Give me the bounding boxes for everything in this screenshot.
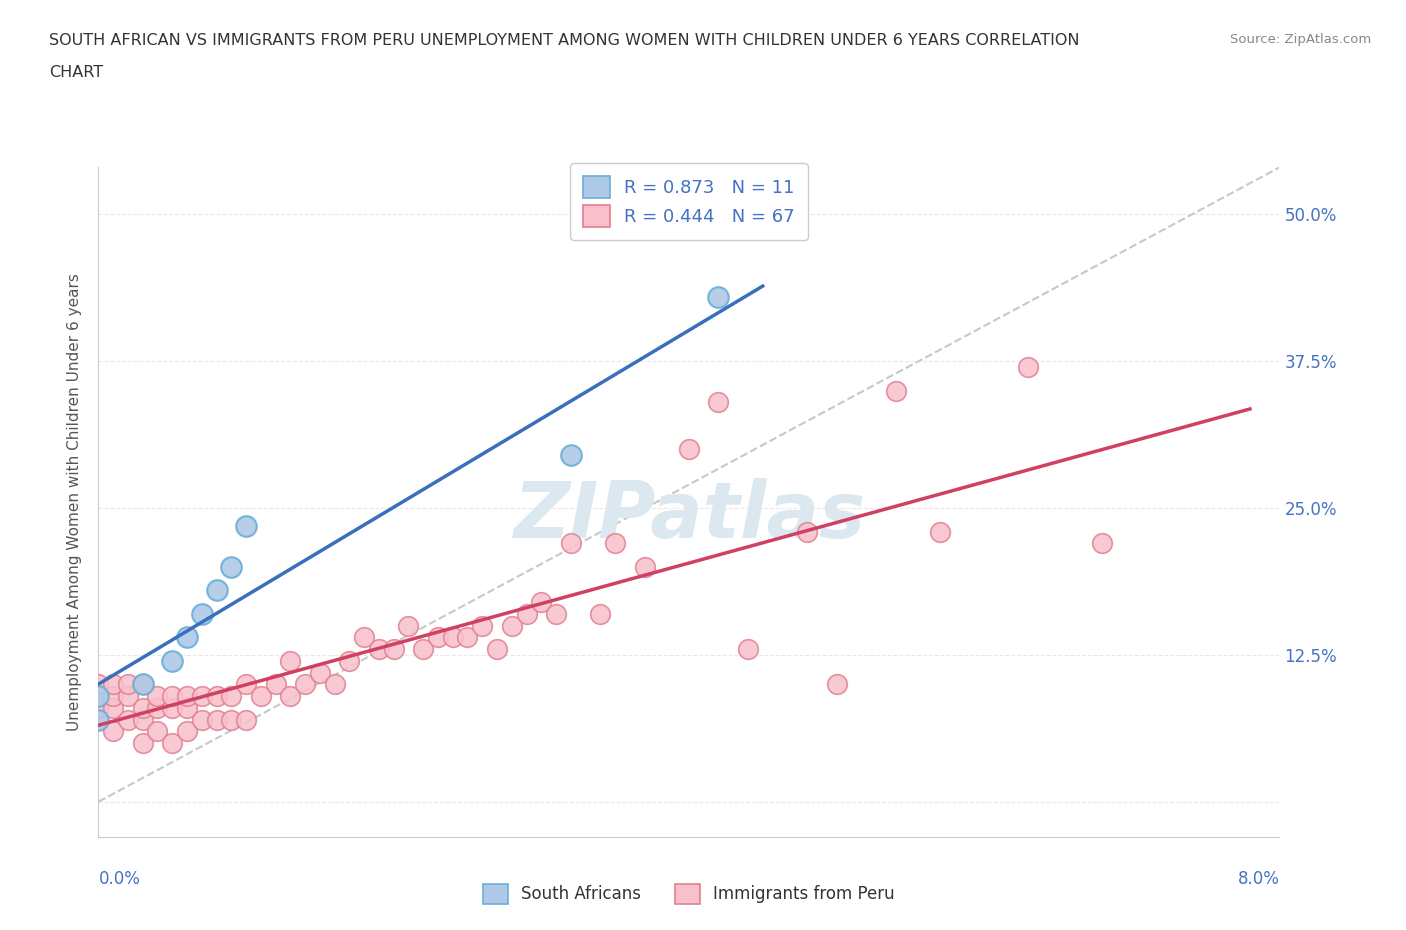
Point	[176, 724, 198, 738]
Text: Source: ZipAtlas.com: Source: ZipAtlas.com	[1230, 33, 1371, 46]
Point	[162, 736, 183, 751]
Point	[678, 442, 700, 457]
Point	[928, 525, 950, 539]
Point	[546, 606, 568, 621]
Point	[146, 700, 169, 715]
Point	[707, 289, 730, 304]
Point	[146, 688, 169, 703]
Point	[235, 518, 257, 533]
Point	[87, 688, 110, 703]
Point	[396, 618, 419, 633]
Point	[515, 606, 537, 621]
Point	[825, 677, 848, 692]
Point	[132, 712, 155, 727]
Point	[162, 700, 183, 715]
Point	[103, 688, 125, 703]
Point	[87, 677, 110, 692]
Point	[589, 606, 612, 621]
Point	[707, 395, 730, 410]
Point	[191, 712, 214, 727]
Point	[219, 559, 242, 574]
Point	[337, 654, 360, 669]
Point	[485, 642, 508, 657]
Legend: R = 0.873   N = 11, R = 0.444   N = 67: R = 0.873 N = 11, R = 0.444 N = 67	[571, 163, 807, 240]
Text: SOUTH AFRICAN VS IMMIGRANTS FROM PERU UNEMPLOYMENT AMONG WOMEN WITH CHILDREN UND: SOUTH AFRICAN VS IMMIGRANTS FROM PERU UN…	[49, 33, 1080, 47]
Point	[117, 677, 139, 692]
Point	[205, 688, 228, 703]
Point	[87, 712, 110, 727]
Point	[132, 677, 155, 692]
Point	[560, 536, 582, 551]
Point	[205, 712, 228, 727]
Point	[278, 654, 302, 669]
Point	[456, 630, 478, 644]
Point	[103, 700, 125, 715]
Point	[294, 677, 316, 692]
Text: ZIPatlas: ZIPatlas	[513, 478, 865, 553]
Point	[132, 736, 155, 751]
Point	[219, 688, 242, 703]
Point	[117, 712, 139, 727]
Point	[132, 677, 155, 692]
Point	[191, 688, 214, 703]
Point	[441, 630, 464, 644]
Point	[501, 618, 523, 633]
Point	[176, 630, 198, 644]
Point	[235, 677, 257, 692]
Point	[205, 583, 228, 598]
Point	[412, 642, 434, 657]
Point	[191, 606, 214, 621]
Point	[737, 642, 759, 657]
Y-axis label: Unemployment Among Women with Children Under 6 years: Unemployment Among Women with Children U…	[67, 273, 83, 731]
Point	[162, 654, 183, 669]
Point	[796, 525, 818, 539]
Point	[884, 383, 907, 398]
Point	[633, 559, 655, 574]
Point	[1091, 536, 1114, 551]
Point	[103, 677, 125, 692]
Point	[146, 724, 169, 738]
Point	[426, 630, 449, 644]
Text: 0.0%: 0.0%	[98, 870, 141, 888]
Point	[353, 630, 375, 644]
Point	[162, 688, 183, 703]
Text: 8.0%: 8.0%	[1237, 870, 1279, 888]
Point	[87, 712, 110, 727]
Point	[471, 618, 494, 633]
Point	[87, 700, 110, 715]
Point	[1017, 360, 1039, 375]
Point	[323, 677, 346, 692]
Point	[264, 677, 287, 692]
Point	[176, 688, 198, 703]
Point	[530, 594, 553, 609]
Point	[176, 700, 198, 715]
Point	[132, 700, 155, 715]
Point	[605, 536, 627, 551]
Point	[219, 712, 242, 727]
Point	[103, 724, 125, 738]
Point	[235, 712, 257, 727]
Point	[367, 642, 389, 657]
Point	[250, 688, 273, 703]
Point	[117, 688, 139, 703]
Point	[278, 688, 302, 703]
Point	[87, 688, 110, 703]
Point	[382, 642, 405, 657]
Text: CHART: CHART	[49, 65, 103, 80]
Point	[308, 665, 332, 680]
Point	[560, 447, 582, 462]
